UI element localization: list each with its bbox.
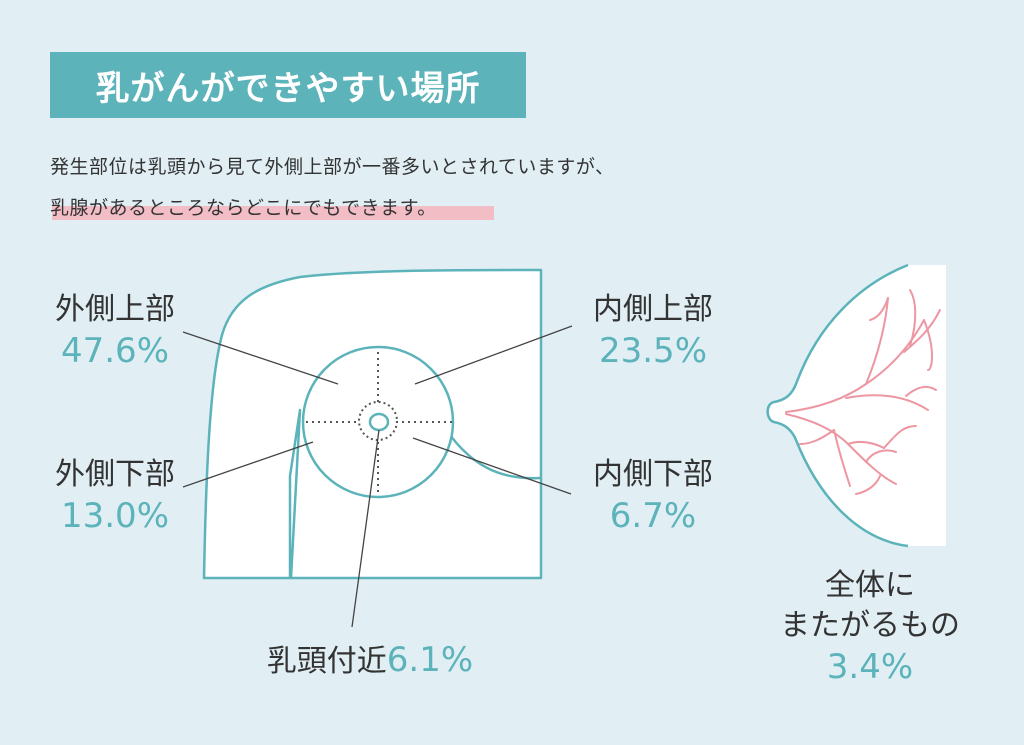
label-outer-lower: 外側下部 13.0%: [30, 455, 200, 537]
leader-outer-lower: [182, 441, 314, 488]
outer-lower-name: 外側下部: [55, 457, 175, 492]
leader-nipple: [351, 429, 380, 628]
side-breast-curve: [766, 263, 909, 548]
inner-upper-percent: 23.5%: [598, 331, 707, 371]
leader-inner-upper: [414, 325, 573, 385]
inner-upper-name: 内側上部: [593, 292, 713, 327]
leader-outer-upper: [182, 331, 339, 385]
description-line-1: 発生部位は乳頭から見て外側上部が一番多いとされていますが、: [50, 156, 615, 178]
whole-percent: 3.4%: [826, 647, 914, 687]
inner-lower-percent: 6.7%: [609, 496, 697, 536]
label-nipple-area: 乳頭付近6.1%: [240, 636, 500, 686]
label-inner-upper: 内側上部 23.5%: [568, 290, 738, 372]
outer-upper-name: 外側上部: [55, 292, 175, 327]
label-whole: 全体に またがるもの 3.4%: [770, 566, 970, 688]
nipple-icon: [368, 412, 390, 432]
outer-upper-percent: 47.6%: [60, 331, 169, 371]
nipple-area-percent: 6.1%: [386, 640, 474, 680]
whole-name-line-1: 全体に: [825, 568, 915, 603]
whole-name-line-2: またがるもの: [780, 608, 960, 643]
side-breast-outline: [767, 265, 946, 546]
label-inner-lower: 内側下部 6.7%: [568, 455, 738, 537]
leader-inner-lower: [412, 437, 572, 495]
inner-lower-name: 内側下部: [593, 457, 713, 492]
mammary-gland-icon: [785, 289, 941, 495]
outer-lower-percent: 13.0%: [60, 496, 169, 536]
nipple-area-name: 乳頭付近: [266, 644, 387, 679]
page-title: 乳がんができやすい場所: [50, 52, 526, 118]
label-outer-upper: 外側上部 47.6%: [30, 290, 200, 372]
description-line-2: 乳腺があるところならどこにでもできます。: [50, 197, 437, 219]
text-highlight: [52, 206, 494, 220]
